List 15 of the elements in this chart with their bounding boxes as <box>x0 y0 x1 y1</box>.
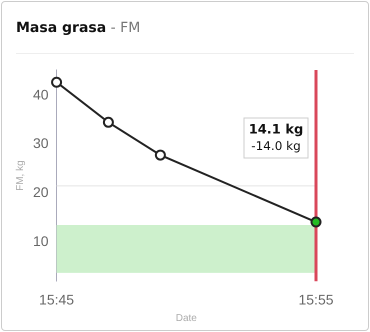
x-tick-label: 15:55 <box>298 291 334 308</box>
point <box>154 150 166 161</box>
x-axis-title: Date <box>176 312 198 324</box>
annotation: 14.1 kg -14.0 kg <box>248 122 304 154</box>
x-tick-label: 15:45 <box>39 291 74 308</box>
y-tick-label: 30 <box>32 135 49 152</box>
y-tick-label: 40 <box>32 86 49 102</box>
chart-subtitle: - FM <box>110 20 140 36</box>
y-tick-label: 10 <box>32 232 49 249</box>
y-tick-label: 20 <box>32 184 49 200</box>
chart-title: Masa grasa <box>16 20 106 36</box>
y-axis-title: FM, kg <box>14 160 26 191</box>
point <box>102 116 114 128</box>
point <box>310 216 322 228</box>
point <box>51 76 62 88</box>
